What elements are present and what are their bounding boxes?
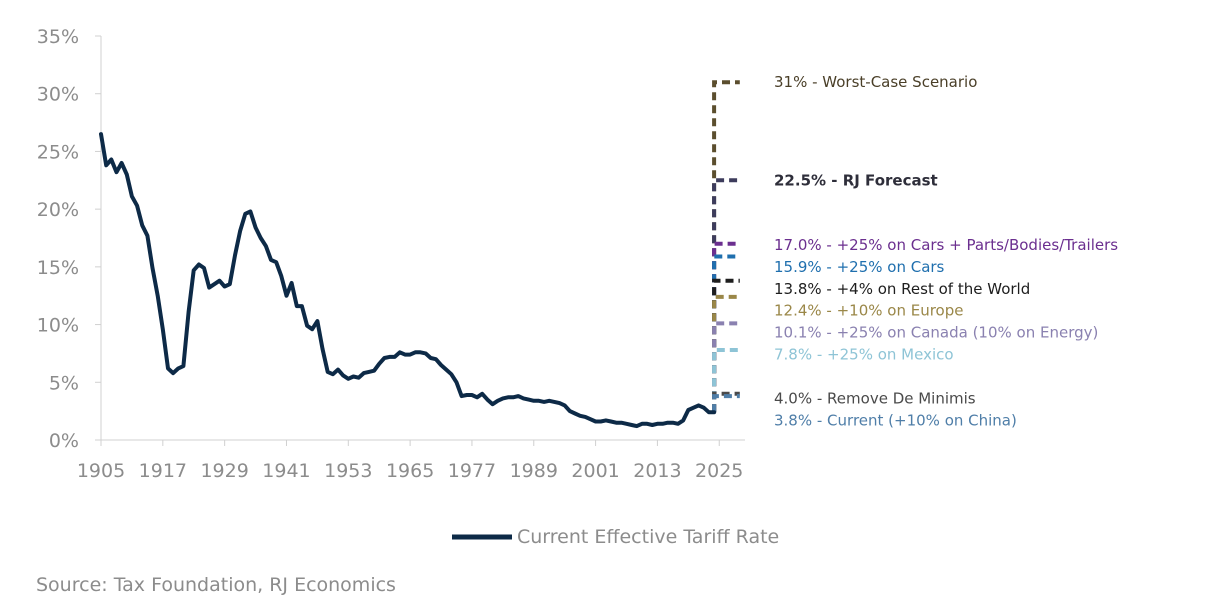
scenario-line-15-9-25-on-cars [712, 254, 740, 413]
y-axis-tick-labels: 0% 5% 10% 15% 20% 25% 30% 35% [37, 26, 101, 452]
x-tick-label: 1929 [200, 460, 248, 482]
scenario-lines [712, 80, 740, 413]
y-tick-label: 0% [49, 430, 79, 452]
scenario-label-15-9-25-on-cars: 15.9% - +25% on Cars [774, 258, 945, 276]
scenario-label-10-1-25-on-canada-10-on-energy: 10.1% - +25% on Canada (10% on Energy) [774, 324, 1098, 342]
x-tick-label: 1941 [262, 460, 310, 482]
y-tick-label: 30% [37, 84, 79, 106]
scenario-line-12-4-10-on-europe [712, 294, 740, 413]
legend: Current Effective Tariff Rate [452, 526, 779, 548]
x-tick-label: 2025 [695, 460, 743, 482]
scenario-label-22-5-rj-forecast: 22.5% - RJ Forecast [774, 171, 938, 189]
y-tick-label: 35% [37, 26, 79, 48]
scenario-label-7-8-25-on-mexico: 7.8% - +25% on Mexico [774, 346, 954, 364]
scenario-label-4-0-remove-de-minimis: 4.0% - Remove De Minimis [774, 389, 976, 407]
x-tick-label: 1917 [139, 460, 187, 482]
scenario-label-31-worst-case-scenario: 31% - Worst-Case Scenario [774, 73, 977, 91]
x-tick-label: 1953 [324, 460, 372, 482]
x-tick-label: 1977 [448, 460, 496, 482]
source-note: Source: Tax Foundation, RJ Economics [36, 574, 396, 596]
y-tick-label: 20% [37, 199, 79, 221]
series-lines [99, 132, 717, 429]
scenario-line-22-5-rj-forecast [712, 178, 740, 413]
y-tick-label: 25% [37, 141, 79, 163]
scenario-line-3-8-current-10-on-china [712, 394, 740, 413]
x-tick-label: 1905 [77, 460, 125, 482]
scenario-label-3-8-current-10-on-china: 3.8% - Current (+10% on China) [774, 411, 1017, 429]
scenario-label-13-8-4-on-rest-of-the-world: 13.8% - +4% on Rest of the World [774, 280, 1030, 298]
scenario-label-17-0-25-on-cars-parts-bodies-trailers: 17.0% - +25% on Cars + Parts/Bodies/Trai… [774, 236, 1118, 254]
y-tick-label: 5% [49, 372, 79, 394]
y-tick-label: 15% [37, 257, 79, 279]
legend-label: Current Effective Tariff Rate [517, 526, 779, 548]
x-tick-label: 2001 [571, 460, 619, 482]
x-tick-label: 2013 [633, 460, 681, 482]
scenario-label-12-4-10-on-europe: 12.4% - +10% on Europe [774, 302, 963, 320]
x-tick-label: 1989 [510, 460, 558, 482]
scenario-line-7-8-25-on-mexico [712, 348, 740, 413]
y-tick-label: 10% [37, 315, 79, 337]
scenario-line-31-worst-case-scenario [712, 80, 740, 413]
series-line-current-effective-tariff-rate [99, 132, 717, 429]
scenario-labels: 31% - Worst-Case Scenario 22.5% - RJ Fore… [774, 73, 1118, 429]
scenario-line-17-0-25-on-cars-parts-bodies-trailers [712, 241, 740, 413]
scenario-line-10-1-25-on-canada-10-on-energy [712, 321, 740, 413]
x-axis-tick-labels: 1905 1917 1929 1941 1953 1965 1977 1989 2001 2013… [77, 440, 743, 482]
chart-axes [100, 36, 745, 441]
x-tick-label: 1965 [386, 460, 434, 482]
